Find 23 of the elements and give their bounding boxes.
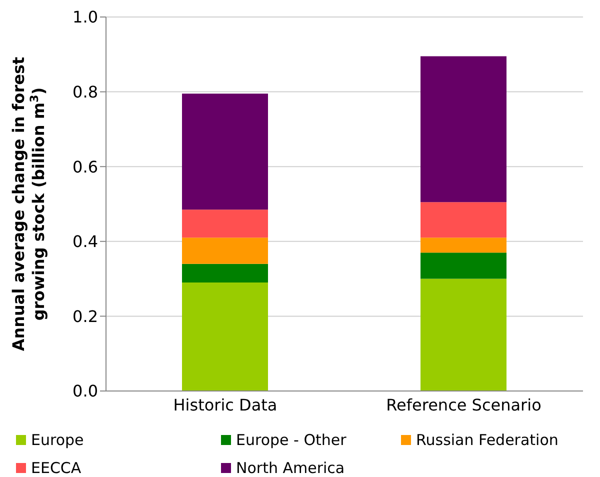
bar (182, 282, 268, 391)
legend-label: Europe - Other (236, 431, 346, 449)
x-tick-label: Historic Data (173, 395, 278, 414)
bar (420, 278, 506, 391)
bar (420, 56, 506, 202)
legend-label: Europe (31, 431, 84, 449)
bar (182, 94, 268, 210)
y-tick-label: 1.0 (72, 8, 98, 27)
bar (420, 238, 506, 253)
y-tick-label: 0.8 (72, 82, 98, 102)
bar (182, 210, 268, 238)
x-tick-label: Reference Scenario (386, 395, 542, 414)
y-tick-label: 0.4 (72, 232, 98, 252)
y-tick-label: 0.6 (72, 157, 98, 176)
y-tick-label: 0.0 (72, 382, 98, 401)
legend-label: North America (236, 459, 345, 477)
bar (182, 238, 268, 264)
legend-label: Russian Federation (416, 431, 558, 449)
y-tick-label: 0.2 (72, 306, 98, 326)
bar (420, 202, 506, 238)
bar (182, 264, 268, 283)
bar (420, 252, 506, 279)
legend-label: EECCA (31, 459, 82, 477)
